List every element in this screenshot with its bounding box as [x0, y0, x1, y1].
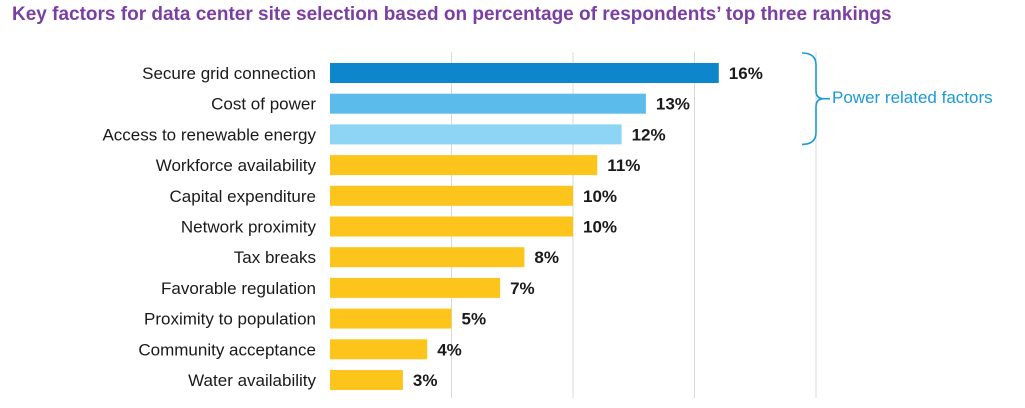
- bar: [330, 124, 622, 145]
- value-labels: 16% 13% 12% 11% 10% 10% 8% 7% 5%4% 3%: [413, 64, 763, 390]
- value-label: 4%: [437, 340, 462, 359]
- category-label: Capital expenditure: [170, 187, 316, 206]
- value-label: 8%: [534, 248, 559, 267]
- value-label: 16%: [729, 64, 763, 83]
- category-label: Workforce availability: [156, 156, 317, 175]
- bar: [330, 308, 452, 329]
- bar: [330, 339, 428, 360]
- category-label: Network proximity: [181, 218, 317, 237]
- category-label: Tax breaks: [234, 248, 316, 267]
- bar: [330, 93, 646, 114]
- bars: [330, 63, 719, 390]
- category-label: Water availability: [188, 371, 316, 390]
- bar: [330, 155, 598, 176]
- value-label: 13%: [656, 95, 690, 114]
- category-label: Community acceptance: [138, 340, 316, 359]
- category-label: Favorable regulation: [161, 279, 316, 298]
- value-label: 10%: [583, 218, 617, 237]
- bar: [330, 277, 501, 298]
- value-label: 7%: [510, 279, 535, 298]
- value-label: 3%: [413, 371, 438, 390]
- bar: [330, 63, 719, 83]
- value-label: 11%: [607, 156, 640, 175]
- category-label: Access to renewable energy: [102, 125, 316, 144]
- value-label: 5%: [462, 310, 487, 329]
- category-label: Proximity to population: [144, 310, 316, 329]
- bar: [330, 247, 525, 268]
- power-factors-annotation: Power related factors: [832, 88, 993, 107]
- bar: [330, 216, 573, 237]
- bracket-shape: [801, 52, 825, 146]
- category-label: Cost of power: [211, 95, 316, 114]
- bar: [330, 370, 403, 390]
- bar: [330, 185, 573, 206]
- category-label: Secure grid connection: [142, 64, 316, 83]
- value-label: 10%: [583, 187, 617, 206]
- chart-title: Key factors for data center site selecti…: [12, 4, 892, 25]
- power-factors-bracket: [801, 52, 830, 146]
- value-label: 12%: [632, 125, 666, 144]
- category-labels: Secure grid connection Cost of power Acces…: [102, 64, 316, 390]
